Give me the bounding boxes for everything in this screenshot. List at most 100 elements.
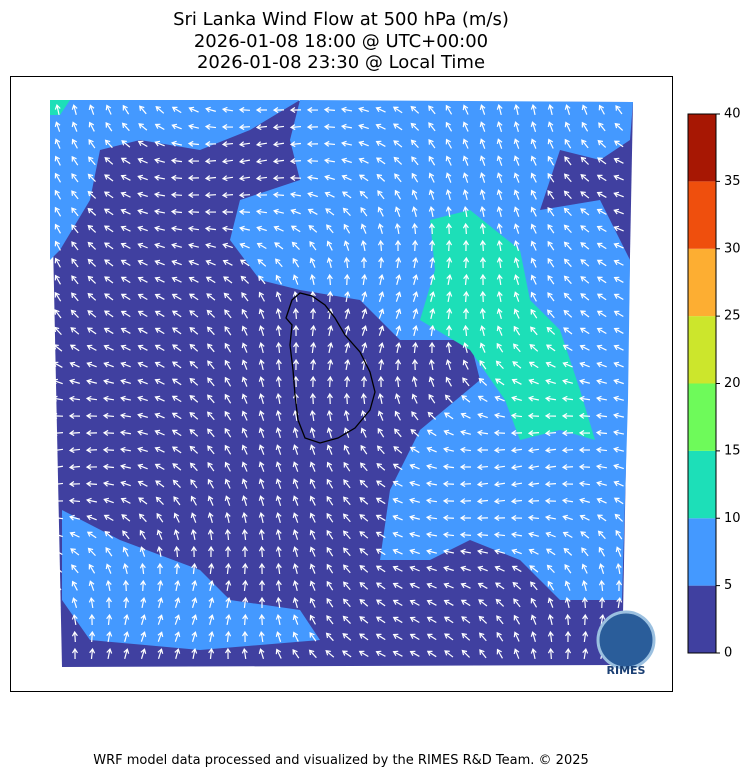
wind-arrow: [327, 375, 334, 388]
wind-arrow: [394, 239, 402, 252]
wind-arrow: [544, 447, 557, 454]
wind-arrow: [596, 378, 607, 385]
wind-arrow: [547, 647, 554, 660]
wind-arrow: [513, 598, 521, 608]
wind-arrow: [344, 358, 351, 371]
wind-arrow: [493, 464, 506, 471]
wind-arrow: [546, 326, 556, 335]
wind-arrow: [206, 411, 215, 421]
wind-arrow: [327, 342, 334, 354]
wind-arrow: [578, 429, 591, 436]
wind-arrow: [88, 121, 95, 132]
wind-arrow: [122, 104, 130, 115]
wind-arrow: [409, 514, 420, 521]
wind-arrow: [207, 377, 215, 387]
wind-arrow: [530, 172, 537, 183]
wind-arrow: [344, 375, 351, 388]
wind-arrow: [445, 189, 452, 200]
wind-arrow: [188, 259, 199, 266]
wind-arrow: [137, 463, 148, 470]
wind-arrow: [446, 307, 453, 320]
wind-arrow: [392, 480, 403, 487]
wind-arrow: [443, 582, 454, 589]
wind-arrow: [306, 157, 319, 164]
wind-arrow: [394, 393, 401, 404]
wind-arrow: [208, 597, 215, 608]
wind-arrow: [460, 429, 471, 436]
wind-arrow: [479, 342, 486, 353]
wind-arrow: [154, 429, 165, 436]
wind-arrow: [378, 291, 385, 302]
wind-arrow: [392, 123, 403, 131]
wind-arrow: [564, 613, 571, 626]
wind-arrow: [138, 497, 148, 505]
wind-arrow: [221, 141, 234, 148]
wind-arrow: [596, 344, 607, 351]
wind-arrow: [394, 189, 402, 200]
wind-arrow: [493, 481, 506, 488]
wind-arrow: [292, 512, 299, 523]
wind-arrow: [462, 138, 469, 149]
wind-arrow: [361, 342, 368, 353]
wind-arrow: [241, 376, 248, 387]
wind-arrow: [225, 562, 232, 575]
wind-arrow: [462, 359, 469, 370]
wind-arrow: [173, 529, 180, 540]
wind-arrow: [137, 446, 148, 453]
wind-arrow: [409, 565, 420, 572]
wind-arrow: [579, 514, 590, 521]
title-line: Sri Lanka Wind Flow at 500 hPa (m/s): [173, 9, 509, 30]
wind-arrow: [513, 614, 521, 625]
wind-arrow: [496, 121, 503, 132]
wind-arrow: [395, 256, 402, 269]
wind-arrow: [87, 258, 97, 267]
wind-arrow: [360, 256, 367, 269]
wind-arrow: [309, 444, 316, 455]
wind-arrow: [547, 580, 555, 591]
wind-arrow: [410, 428, 420, 437]
wind-arrow: [530, 240, 537, 251]
wind-arrow: [412, 291, 419, 302]
wind-arrow: [68, 481, 81, 488]
wind-arrow: [445, 222, 452, 235]
wind-arrow: [493, 515, 506, 522]
wind-arrow: [479, 273, 486, 286]
wind-arrow: [494, 378, 505, 386]
wind-arrow: [324, 191, 335, 198]
wind-arrow: [306, 106, 319, 113]
wind-arrow: [426, 429, 437, 437]
wind-arrow: [140, 614, 147, 625]
wind-arrow: [579, 378, 590, 385]
wind-arrow: [598, 104, 605, 115]
wind-arrow: [561, 480, 574, 487]
colorbar-segment: [688, 450, 716, 519]
wind-arrow: [476, 446, 489, 454]
wind-arrow: [613, 293, 624, 301]
wind-arrow: [595, 463, 608, 470]
wind-arrow: [445, 341, 452, 354]
wind-arrow: [445, 172, 452, 183]
wind-arrow: [428, 122, 436, 132]
wind-arrow: [527, 395, 540, 402]
wind-arrow: [479, 359, 487, 370]
wind-arrow: [103, 514, 114, 522]
colorbar-segment: [688, 181, 716, 249]
wind-arrow: [360, 444, 368, 455]
wind-arrow: [241, 630, 248, 643]
wind-arrow: [530, 308, 538, 319]
wind-arrow: [309, 495, 316, 506]
wind-arrow: [496, 631, 504, 642]
wind-arrow: [565, 630, 572, 643]
wind-arrow: [54, 189, 62, 200]
wind-arrow: [289, 174, 302, 181]
wind-arrow: [360, 206, 368, 217]
wind-arrow: [395, 358, 402, 371]
wind-arrow: [445, 205, 452, 218]
wind-arrow: [479, 325, 486, 336]
wind-arrow: [204, 141, 217, 148]
wind-arrow: [155, 105, 165, 114]
wind-arrow: [598, 546, 606, 557]
wind-arrow: [479, 239, 486, 252]
wind-arrow: [238, 158, 251, 165]
wind-arrow: [581, 596, 588, 609]
